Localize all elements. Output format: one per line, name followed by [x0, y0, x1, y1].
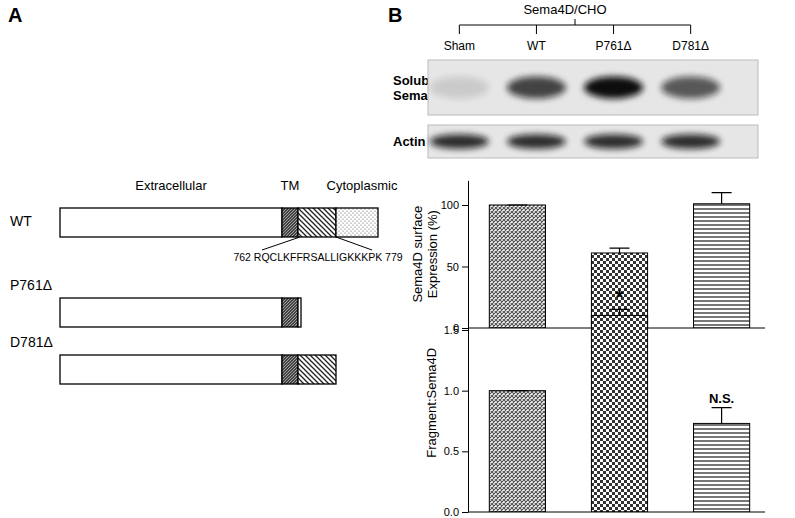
y-tick-mark	[462, 267, 468, 268]
lane-bracket	[459, 19, 690, 34]
domain-segment	[298, 355, 336, 384]
domain-segment	[60, 298, 282, 327]
y-tick: 0.5	[444, 445, 468, 457]
error-bar	[507, 204, 527, 205]
y-tick: 0.0	[444, 506, 468, 518]
y-axis-line	[468, 294, 469, 512]
blot-band	[661, 77, 720, 99]
error-bar	[507, 390, 527, 391]
bar	[489, 391, 545, 512]
blot-row-label: Actin	[393, 134, 426, 149]
annotation: N.S.	[709, 391, 734, 406]
y-axis: 050100	[441, 181, 469, 334]
blot-band	[584, 77, 643, 99]
lane-label: P761Δ	[596, 39, 632, 53]
blot-band	[661, 134, 720, 149]
construct-label: WT	[10, 213, 32, 229]
domain-segment	[282, 355, 298, 384]
y-tick-mark	[462, 391, 468, 392]
y-tick: 100	[441, 199, 468, 211]
plot-area	[489, 309, 749, 512]
domain-segment	[298, 208, 336, 237]
y-tick-label: 1.0	[444, 385, 459, 397]
blot-band	[430, 134, 489, 149]
domain-label: Cytoplasmic	[327, 178, 398, 193]
panel-label: A	[8, 4, 22, 26]
blot-frame	[428, 60, 758, 115]
panel-label: B	[388, 4, 402, 26]
blot-band	[507, 134, 566, 149]
error-bar	[712, 193, 732, 204]
y-tick: 50	[447, 261, 468, 273]
y-tick-mark	[462, 328, 468, 329]
error-bar	[610, 248, 630, 253]
y-tick-mark	[462, 205, 468, 206]
x-axis	[468, 512, 765, 513]
annotation: *	[616, 286, 624, 308]
y-tick: 1.5	[444, 324, 468, 336]
figure: A Extracellular TM Cytoplasmic WT P761Δ D781Δ 7…	[0, 0, 795, 518]
y-tick-label: 0.5	[444, 445, 459, 457]
y-axis: 0.0 0.5 1.0 1.5	[444, 294, 469, 518]
y-tick: 1.0	[444, 385, 468, 397]
y-tick-mark	[462, 330, 468, 331]
bar	[694, 204, 750, 328]
y-tick-mark	[462, 512, 468, 513]
domain-segment	[336, 208, 378, 237]
blot-band	[507, 77, 566, 99]
domain-segment	[282, 298, 298, 327]
domain-segment	[282, 208, 298, 237]
sequence-callout	[262, 237, 372, 250]
y-tick-label: 50	[447, 261, 459, 273]
blot-band	[584, 134, 643, 149]
chart: 0.0 0.5 1.0 1.5 Fragment:Sema4D * N.S.	[424, 286, 765, 518]
bar	[591, 315, 647, 512]
y-tick-mark	[462, 451, 468, 452]
domain-segment	[60, 208, 282, 237]
y-tick-label: 1.5	[444, 324, 459, 336]
blot-title: Sema4D/CHO	[523, 2, 606, 17]
construct-label: P761Δ	[10, 277, 52, 293]
lane-label: Sham	[444, 39, 475, 53]
y-axis-title: Fragment:Sema4D	[424, 348, 439, 458]
plot-area	[489, 193, 749, 328]
y-tick-label: 0.0	[444, 506, 459, 518]
domain-label: Extracellular	[135, 178, 207, 193]
sequence: 762 RQCLKFFRSALLIGKKKPK 779	[233, 251, 402, 263]
domain-segment	[60, 355, 282, 384]
chart: 050100Sema4D surfaceExpression (%)	[410, 181, 765, 334]
y-tick-label: 100	[441, 199, 459, 211]
bar	[489, 205, 545, 328]
domain-stub	[298, 298, 301, 327]
lane-label: D781Δ	[672, 39, 709, 53]
error-bar	[712, 408, 732, 424]
blot-band	[430, 77, 489, 99]
x-axis-line	[468, 512, 765, 513]
construct-label: D781Δ	[10, 334, 53, 350]
domain-label: TM	[281, 178, 300, 193]
blot-frame	[428, 125, 758, 158]
y-axis-title: Sema4D surfaceExpression (%)	[410, 206, 440, 303]
bar	[694, 423, 750, 512]
error-bar	[610, 309, 630, 315]
lane-label: WT	[527, 39, 546, 53]
